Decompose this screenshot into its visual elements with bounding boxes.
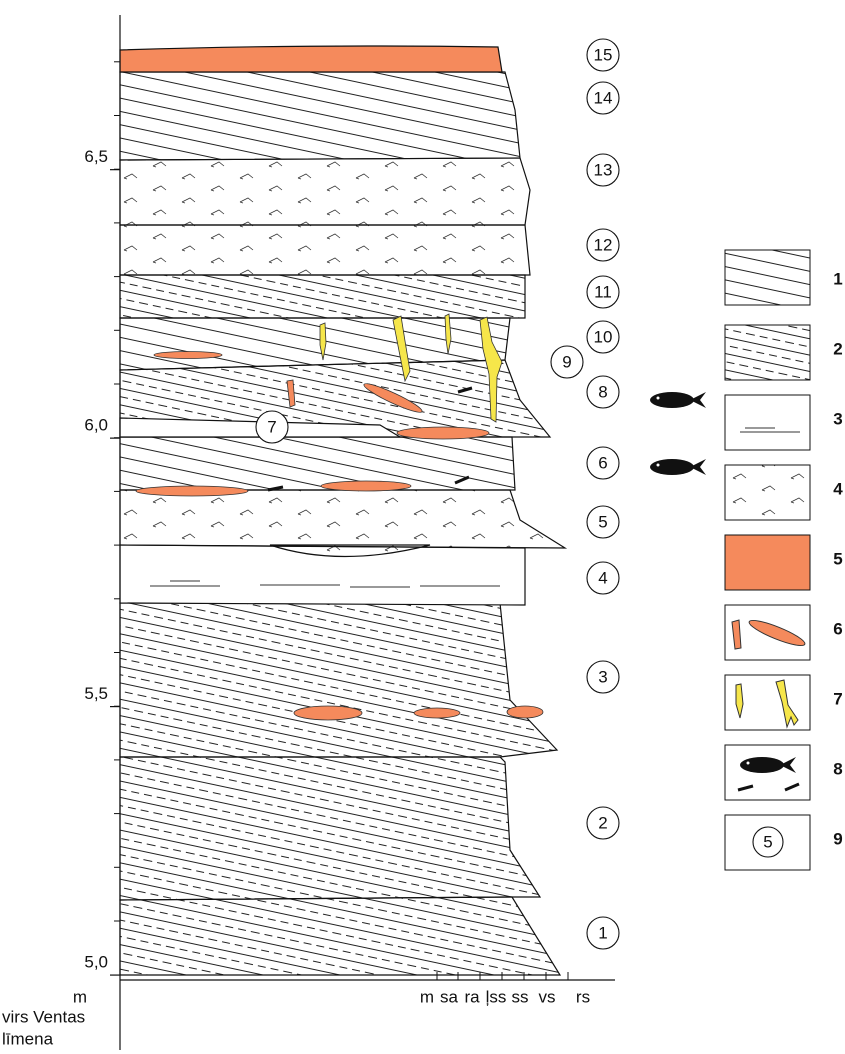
grain-label: vs (539, 987, 556, 1006)
layer-number: 4 (598, 568, 607, 587)
layer-number: 1 (598, 923, 607, 942)
layer-number: 2 (598, 813, 607, 832)
grain-label: ra (464, 987, 480, 1006)
clay-lens (397, 427, 489, 439)
strata (120, 46, 565, 975)
axis-label: virs Ventas (2, 1007, 85, 1026)
legend-number: 1 (833, 269, 842, 288)
fish-icon (650, 392, 706, 408)
stratum (120, 897, 560, 975)
legend-number: 9 (833, 829, 842, 848)
layer-number: 6 (598, 453, 607, 472)
fish-icon (650, 459, 706, 475)
grain-label: rs (576, 987, 590, 1006)
stratum (120, 275, 525, 318)
layer-number: 11 (594, 282, 612, 301)
y-tick-label: 5,0 (84, 953, 108, 972)
stratum (120, 757, 540, 900)
clay-lens (136, 486, 248, 496)
layer-number: 8 (598, 382, 607, 401)
clay-lens (294, 706, 362, 720)
y-tick-label: 6,0 (84, 416, 108, 435)
clay-lens (507, 706, 543, 718)
grain-label: ļss (486, 987, 507, 1006)
layer-number: 3 (598, 667, 607, 686)
stratum (120, 72, 520, 160)
layer-number: 9 (562, 352, 571, 371)
grain-label: ss (512, 987, 529, 1006)
layer-number: 10 (594, 327, 613, 346)
layer-number: 7 (267, 417, 276, 436)
grain-label: sa (440, 987, 459, 1006)
layer-number: 12 (594, 235, 613, 254)
stratum (120, 603, 557, 757)
clay-lens (414, 708, 460, 718)
layer-number: 15 (594, 45, 613, 64)
axis-label: līmena (2, 1029, 54, 1048)
y-tick-label: 6,5 (84, 147, 108, 166)
layer-number: 5 (598, 512, 607, 531)
clay-lens (321, 481, 411, 491)
stratum (120, 158, 530, 225)
legend-number: 6 (833, 619, 842, 638)
layer-number: 14 (594, 88, 613, 107)
legend-number: 5 (833, 549, 842, 568)
legend: 5 (725, 250, 810, 870)
legend-number: 4 (833, 479, 843, 498)
legend-number: 8 (833, 759, 842, 778)
minor-ticks (114, 62, 120, 921)
axis-unit: m (73, 987, 87, 1006)
legend-number: 3 (833, 409, 842, 428)
stratum (120, 490, 565, 548)
stratum (120, 225, 530, 275)
legend-numbers: 1 2 3 4 5 6 7 8 9 (833, 269, 843, 848)
layer-number: 13 (594, 160, 613, 179)
stratum-orange (120, 46, 502, 72)
legend-number: 2 (833, 339, 842, 358)
legend-sample: 5 (763, 832, 772, 851)
grain-scale: m sa ra ļss ss vs rs (420, 972, 590, 1006)
y-tick-label: 5,5 (84, 684, 108, 703)
stratigraphic-column: m virs Ventas līmena m sa ra ļss ss vs r… (0, 0, 845, 1054)
clay-lens (154, 352, 222, 359)
legend-number: 7 (833, 689, 842, 708)
grain-label: m (420, 987, 434, 1006)
